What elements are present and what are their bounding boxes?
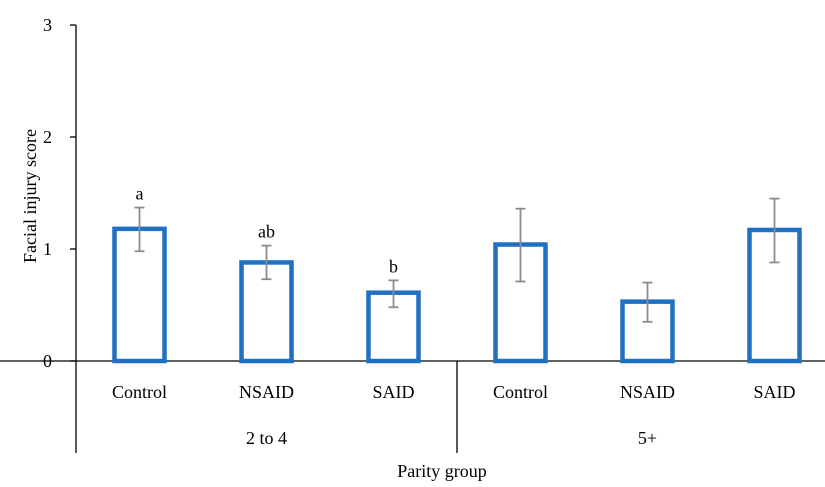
error-bars [134, 197, 780, 323]
category-label: NSAID [620, 382, 675, 402]
labels: 0 1 2 3 2 to 4 Control NSAID SAID 5+ Control NSAID… [43, 15, 796, 448]
significance-label: b [389, 256, 398, 276]
group-label: 5+ [638, 428, 657, 448]
group-label: 2 to 4 [246, 428, 287, 448]
y-tick-label: 3 [43, 15, 52, 35]
y-tick-label: 1 [43, 239, 52, 259]
category-label: SAID [753, 382, 795, 402]
significance-label: a [136, 184, 144, 204]
category-label: SAID [372, 382, 414, 402]
significance-label: ab [258, 222, 275, 242]
y-axis-title: Facial injury score [20, 129, 40, 263]
category-label: Control [493, 382, 548, 402]
bars [112, 226, 802, 364]
y-tick-label: 2 [43, 127, 52, 147]
category-label: NSAID [239, 382, 294, 402]
category-label: Control [112, 382, 167, 402]
y-tick-label: 0 [43, 351, 52, 371]
x-axis-title: Parity group [397, 461, 487, 481]
